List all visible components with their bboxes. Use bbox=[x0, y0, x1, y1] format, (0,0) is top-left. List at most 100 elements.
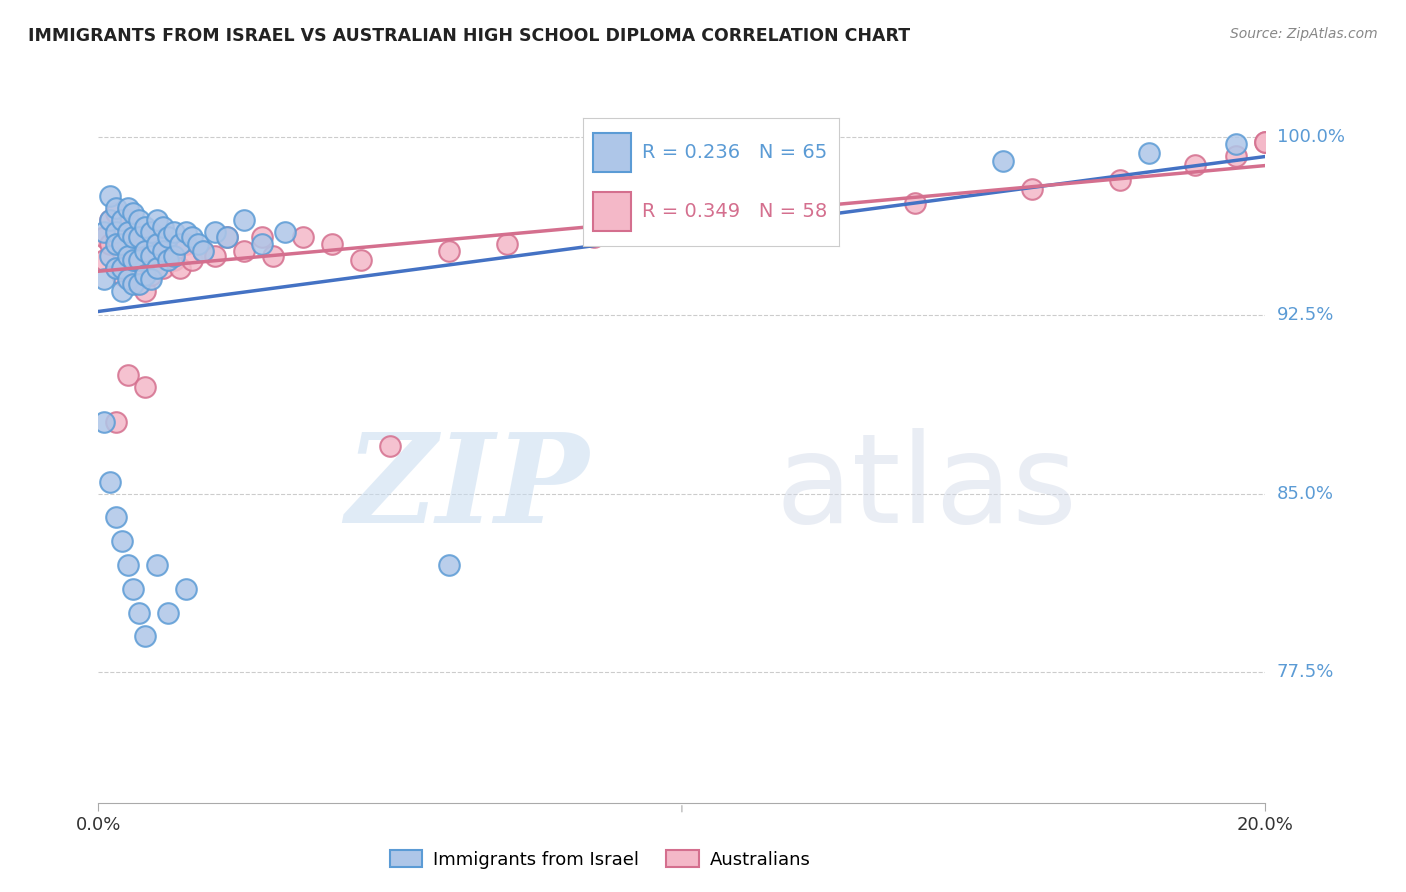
Point bbox=[187, 236, 209, 251]
Text: R = 0.349   N = 58: R = 0.349 N = 58 bbox=[641, 202, 827, 221]
Point bbox=[204, 225, 226, 239]
Point bbox=[146, 229, 169, 244]
Point bbox=[1225, 149, 1247, 163]
Point bbox=[163, 253, 186, 268]
Point bbox=[274, 225, 297, 239]
Point bbox=[93, 253, 115, 268]
Text: 100.0%: 100.0% bbox=[1277, 128, 1344, 145]
Point bbox=[495, 236, 517, 251]
Point bbox=[233, 213, 256, 227]
Point bbox=[111, 213, 134, 227]
Point bbox=[117, 368, 139, 382]
Point bbox=[104, 260, 127, 275]
Point bbox=[128, 229, 150, 244]
Point bbox=[174, 225, 197, 239]
Point bbox=[139, 268, 162, 282]
Point bbox=[122, 229, 145, 244]
Point bbox=[128, 229, 150, 244]
Point bbox=[152, 244, 174, 258]
Point bbox=[250, 229, 273, 244]
Point bbox=[139, 249, 162, 263]
Point bbox=[378, 439, 402, 453]
Point bbox=[139, 244, 162, 258]
Point bbox=[117, 225, 139, 239]
Point bbox=[157, 606, 180, 620]
Point bbox=[152, 220, 174, 235]
Point bbox=[111, 244, 134, 258]
Point bbox=[174, 236, 197, 251]
Point bbox=[111, 268, 134, 282]
Point bbox=[111, 236, 134, 251]
Point bbox=[1184, 158, 1206, 172]
Text: ZIP: ZIP bbox=[344, 428, 589, 549]
Point bbox=[787, 206, 810, 220]
Text: R = 0.236   N = 65: R = 0.236 N = 65 bbox=[641, 143, 827, 162]
Point bbox=[233, 244, 256, 258]
Point bbox=[1137, 146, 1160, 161]
Point bbox=[104, 225, 127, 239]
Point bbox=[128, 277, 150, 292]
Point bbox=[134, 285, 156, 299]
Point bbox=[104, 201, 127, 215]
Point bbox=[163, 249, 186, 263]
Point bbox=[128, 213, 150, 227]
Point bbox=[104, 260, 127, 275]
Point bbox=[117, 201, 139, 215]
Point bbox=[104, 206, 127, 220]
Point bbox=[117, 236, 139, 251]
Point bbox=[104, 415, 127, 429]
Bar bbox=[593, 193, 631, 231]
Point bbox=[291, 229, 314, 244]
Point bbox=[117, 213, 139, 227]
Point bbox=[98, 236, 121, 251]
Point bbox=[169, 236, 191, 251]
Point bbox=[146, 558, 169, 572]
Point bbox=[98, 189, 121, 203]
Point bbox=[98, 249, 121, 263]
Text: Source: ZipAtlas.com: Source: ZipAtlas.com bbox=[1230, 27, 1378, 41]
Point bbox=[250, 236, 273, 251]
Point bbox=[350, 253, 373, 268]
Bar bbox=[593, 133, 631, 171]
Point bbox=[671, 225, 693, 239]
Point bbox=[583, 229, 606, 244]
Point bbox=[215, 229, 238, 244]
Point bbox=[134, 260, 156, 275]
Point bbox=[215, 229, 238, 244]
Point bbox=[139, 225, 162, 239]
Point bbox=[98, 213, 121, 227]
Point bbox=[117, 260, 139, 275]
Point bbox=[134, 220, 156, 235]
Point bbox=[111, 285, 134, 299]
Point bbox=[321, 236, 343, 251]
Text: IMMIGRANTS FROM ISRAEL VS AUSTRALIAN HIGH SCHOOL DIPLOMA CORRELATION CHART: IMMIGRANTS FROM ISRAEL VS AUSTRALIAN HIG… bbox=[28, 27, 910, 45]
Point bbox=[1108, 172, 1130, 186]
Point bbox=[122, 206, 145, 220]
Point bbox=[262, 249, 284, 263]
Point bbox=[111, 534, 134, 549]
Point bbox=[93, 229, 115, 244]
Point bbox=[1225, 136, 1247, 151]
Point bbox=[193, 244, 215, 258]
Point bbox=[122, 277, 145, 292]
Point bbox=[180, 229, 202, 244]
Point bbox=[111, 220, 134, 235]
Point bbox=[122, 253, 145, 268]
Point bbox=[117, 558, 139, 572]
Point bbox=[1254, 135, 1277, 149]
Text: 92.5%: 92.5% bbox=[1277, 306, 1334, 324]
Point bbox=[98, 475, 121, 489]
Point bbox=[104, 510, 127, 524]
Point bbox=[134, 236, 156, 251]
Legend: Immigrants from Israel, Australians: Immigrants from Israel, Australians bbox=[382, 843, 818, 876]
Point bbox=[180, 253, 202, 268]
Point bbox=[157, 229, 180, 244]
Point bbox=[104, 229, 127, 244]
Point bbox=[134, 379, 156, 393]
Point bbox=[122, 249, 145, 263]
Point bbox=[146, 213, 169, 227]
Point bbox=[134, 268, 156, 282]
Text: 77.5%: 77.5% bbox=[1277, 663, 1334, 681]
Point bbox=[117, 272, 139, 286]
Point bbox=[437, 244, 460, 258]
